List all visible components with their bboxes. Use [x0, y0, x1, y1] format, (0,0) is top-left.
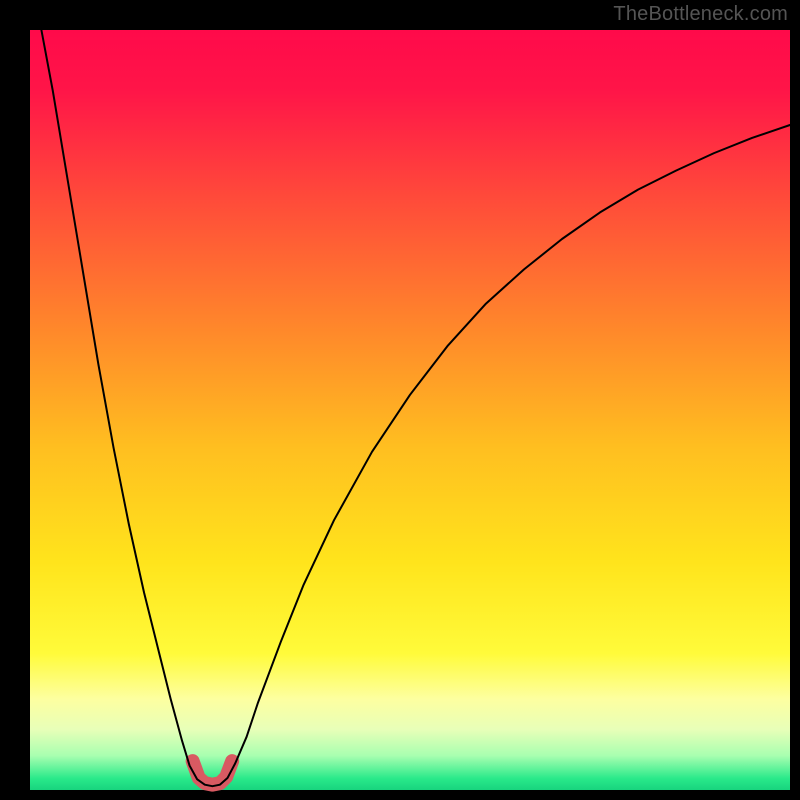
bottleneck-chart: TheBottleneck.com — [0, 0, 800, 800]
watermark-text: TheBottleneck.com — [613, 3, 788, 26]
chart-background — [0, 0, 800, 800]
chart-plot-area — [30, 30, 790, 790]
